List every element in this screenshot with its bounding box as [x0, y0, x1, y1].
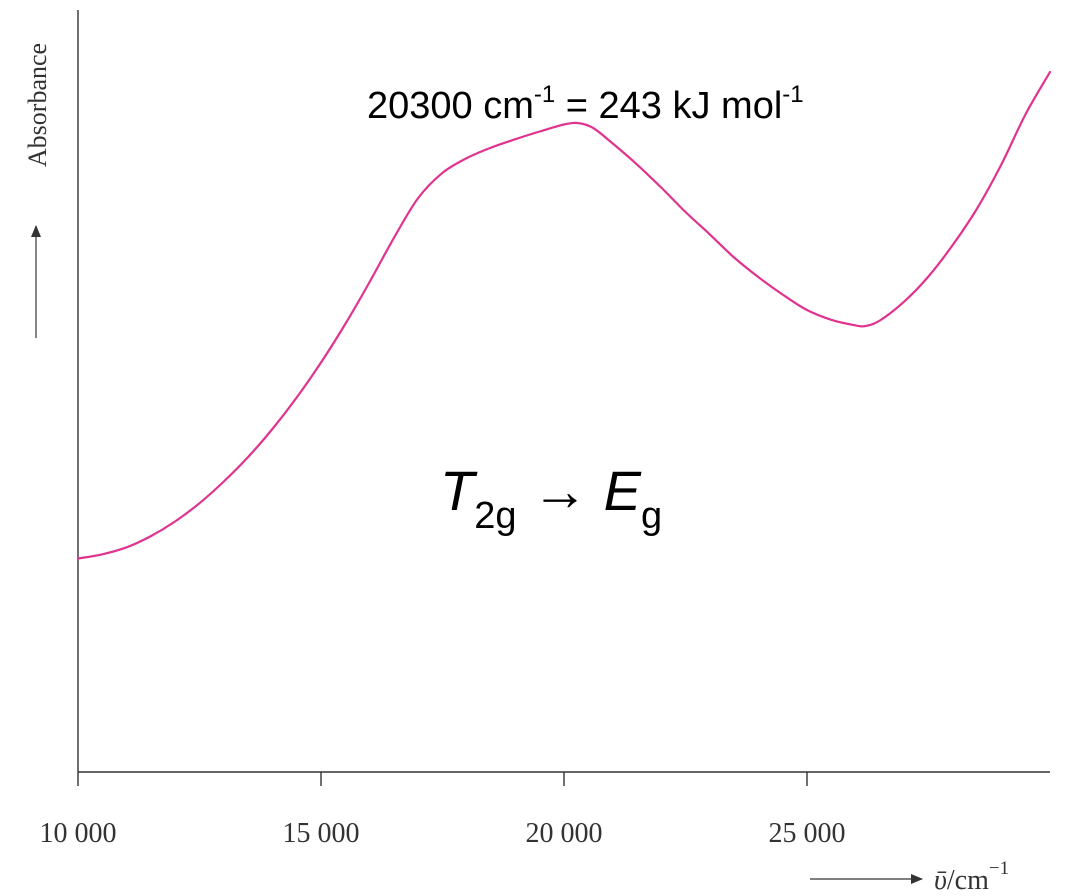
spectrum-line — [76, 70, 1052, 560]
x-axis-label-unit: /cm — [947, 865, 989, 896]
x-axis-label-exponent: −1 — [989, 858, 1009, 879]
transition-term-e-subscript: g — [641, 495, 662, 537]
transition-label: T2g → Eg — [440, 459, 662, 537]
peak-annotation-energy: = 243 kJ mol — [555, 85, 782, 127]
transition-term-t: T — [440, 459, 478, 522]
peak-annotation-exp1: -1 — [534, 81, 555, 108]
y-axis-label: Absorbance — [23, 43, 52, 167]
peak-annotation-exp2: -1 — [782, 81, 803, 108]
transition-arrow: → — [517, 459, 604, 522]
x-tick-label: 15 000 — [283, 818, 360, 849]
x-tick-label: 10 000 — [40, 818, 117, 849]
x-tick-label: 20 000 — [526, 818, 603, 849]
peak-annotation: 20300 cm-1 = 243 kJ mol-1 — [367, 81, 804, 127]
transition-term-t-subscript: 2g — [474, 495, 516, 537]
x-ticks: 10 000 15 000 20 000 25 000 — [40, 772, 846, 849]
x-axis-label: ῡ/cm−1 — [934, 858, 1009, 896]
x-axis-label-symbol: ῡ — [934, 865, 947, 896]
peak-annotation-wavenumber: 20300 cm — [367, 85, 534, 127]
x-tick-label: 25 000 — [769, 818, 846, 849]
transition-term-e: E — [604, 459, 642, 522]
y-axis-label-group: Absorbance — [23, 43, 52, 167]
